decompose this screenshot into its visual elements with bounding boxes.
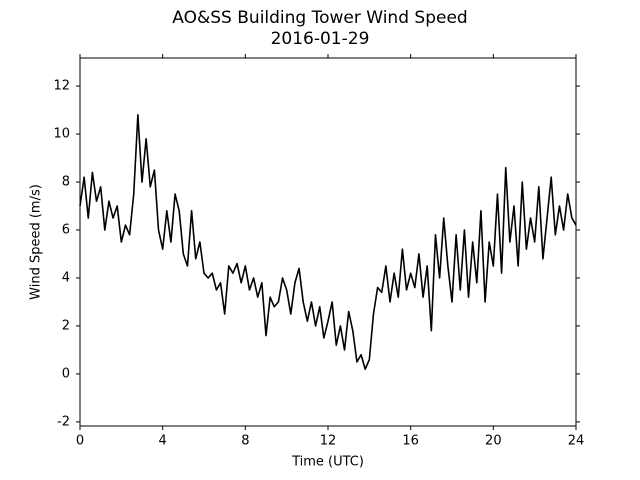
y-tick-label: 12 xyxy=(53,79,70,94)
y-tick-label: -2 xyxy=(57,414,70,429)
y-axis-label: Wind Speed (m/s) xyxy=(29,184,44,300)
chart-title: AO&SS Building Tower Wind Speed xyxy=(172,8,467,28)
x-tick-label: 0 xyxy=(76,434,84,449)
x-tick-label: 20 xyxy=(485,434,502,449)
y-tick-label: 0 xyxy=(62,366,70,381)
y-tick-label: 10 xyxy=(53,127,70,142)
chart-subtitle: 2016-01-29 xyxy=(271,29,370,49)
x-tick-label: 12 xyxy=(320,434,337,449)
x-tick-label: 24 xyxy=(568,434,585,449)
y-tick-label: 2 xyxy=(62,318,70,333)
x-axis-label: Time (UTC) xyxy=(291,455,364,470)
x-tick-label: 16 xyxy=(402,434,419,449)
y-tick-label: 6 xyxy=(62,223,70,238)
x-tick-label: 8 xyxy=(241,434,249,449)
data-line xyxy=(79,114,577,370)
y-tick-label: 4 xyxy=(62,270,70,285)
y-tick-label: 8 xyxy=(62,175,70,190)
plot-frame xyxy=(79,57,577,427)
x-tick-label: 4 xyxy=(159,434,167,449)
